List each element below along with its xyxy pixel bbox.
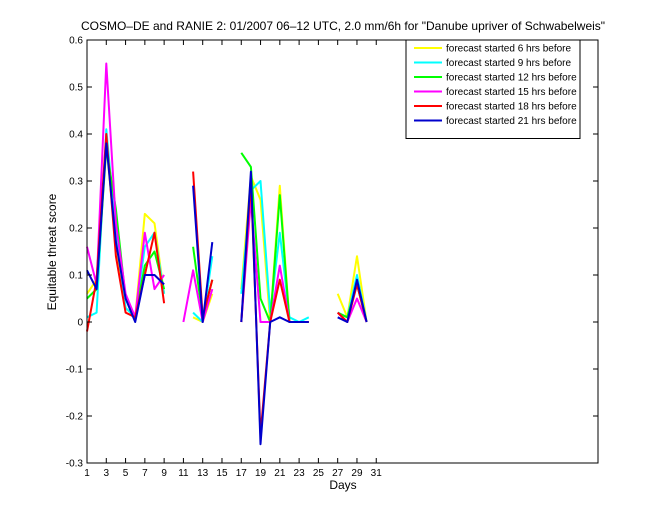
y-tick-label: 0.3: [69, 177, 83, 188]
legend-label-2: forecast started 9 hrs before: [446, 58, 572, 69]
y-axis-label: Equitable threat score: [45, 193, 59, 310]
y-tick-label: 0.2: [69, 224, 83, 235]
series-line-6: [86, 142, 368, 446]
axes: [86, 39, 599, 464]
chart-title: COSMO–DE and RANIE 2: 01/2007 06–12 UTC,…: [81, 19, 605, 33]
tick-labels: 1 3 5 7 9 11 13 15 17 19 21 23 25 27 29 31-0.3-0.2-0.10…: [66, 36, 382, 480]
series-layer: [86, 62, 368, 446]
plot-frame: [86, 39, 599, 464]
x-tick-label: 25: [313, 468, 325, 479]
y-tick-label: -0.2: [66, 412, 84, 423]
x-tick-label: 19: [255, 468, 267, 479]
x-tick-label: 29: [351, 468, 363, 479]
legend-label-3: forecast started 12 hrs before: [446, 73, 577, 84]
y-tick-label: 0.6: [69, 36, 83, 47]
x-tick-label: 17: [236, 468, 248, 479]
x-tick-label: 27: [332, 468, 344, 479]
x-axis-label: Days: [329, 478, 356, 492]
y-tick-label: 0.1: [69, 271, 83, 282]
x-tick-label: 31: [371, 468, 383, 479]
legend-label-4: forecast started 15 hrs before: [446, 87, 577, 98]
legend-label-1: forecast started 6 hrs before: [446, 44, 572, 55]
x-tick-label: 13: [197, 468, 209, 479]
legend-label-5: forecast started 18 hrs before: [446, 102, 577, 113]
x-tick-label: 21: [274, 468, 286, 479]
y-tick-label: -0.1: [66, 365, 84, 376]
y-tick-label: 0.5: [69, 83, 83, 94]
legend: forecast started 6 hrs before forecast st…: [405, 39, 581, 139]
legend-label-6: forecast started 21 hrs before: [446, 116, 577, 127]
y-tick-label: 0.4: [69, 130, 83, 141]
x-tick-label: 11: [178, 468, 189, 479]
x-tick-label: 7: [142, 468, 148, 479]
x-tick-label: 15: [216, 468, 228, 479]
legend-box: [405, 39, 581, 139]
y-tick-label: -0.3: [66, 459, 84, 470]
x-tick-label: 1: [84, 468, 90, 479]
x-tick-label: 9: [161, 468, 167, 479]
x-tick-label: 3: [104, 468, 110, 479]
x-tick-label: 23: [294, 468, 306, 479]
y-tick-label: 0: [77, 318, 83, 329]
x-tick-label: 5: [123, 468, 129, 479]
